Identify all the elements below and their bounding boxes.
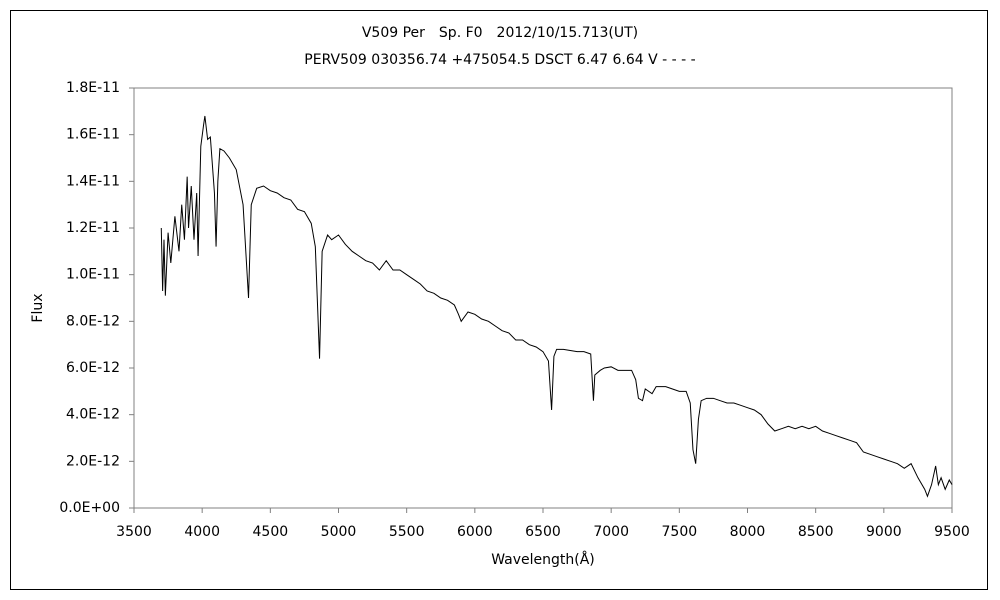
x-tick-label: 5000: [321, 524, 357, 540]
chart-subtitle: PERV509 030356.74 +475054.5 DSCT 6.47 6.…: [304, 52, 695, 68]
y-tick-label: 1.2E-11: [66, 220, 120, 236]
x-tick-label: 6000: [457, 524, 493, 540]
y-tick-label: 4.0E-12: [66, 407, 120, 423]
x-tick-label: 4000: [184, 524, 220, 540]
x-tick-label: 9000: [866, 524, 902, 540]
y-tick-label: 8.0E-12: [66, 313, 120, 329]
y-tick-label: 1.0E-11: [66, 267, 120, 283]
x-tick-label: 3500: [116, 524, 152, 540]
chart-border: [10, 10, 988, 590]
spectrum-line: [160, 115, 953, 498]
x-tick-label: 7000: [593, 524, 629, 540]
x-tick-label: 4500: [253, 524, 289, 540]
y-tick-label: 1.4E-11: [66, 173, 120, 189]
y-axis-label: Flux: [30, 293, 46, 322]
y-tick-label: 6.0E-12: [66, 360, 120, 376]
x-axis-label: Wavelength(Å): [491, 551, 595, 568]
chart-title: V509 Per Sp. F0 2012/10/15.713(UT): [362, 25, 638, 41]
y-tick-label: 1.6E-11: [66, 127, 120, 143]
x-tick-label: 8000: [730, 524, 766, 540]
x-tick-label: 5500: [389, 524, 425, 540]
x-tick-label: 6500: [525, 524, 561, 540]
x-tick-label: 7500: [662, 524, 698, 540]
y-tick-label: 0.0E+00: [59, 500, 120, 516]
x-tick-label: 9500: [934, 524, 970, 540]
y-tick-label: 1.8E-11: [66, 80, 120, 96]
y-tick-label: 2.0E-12: [66, 453, 120, 469]
x-tick-label: 8500: [798, 524, 834, 540]
